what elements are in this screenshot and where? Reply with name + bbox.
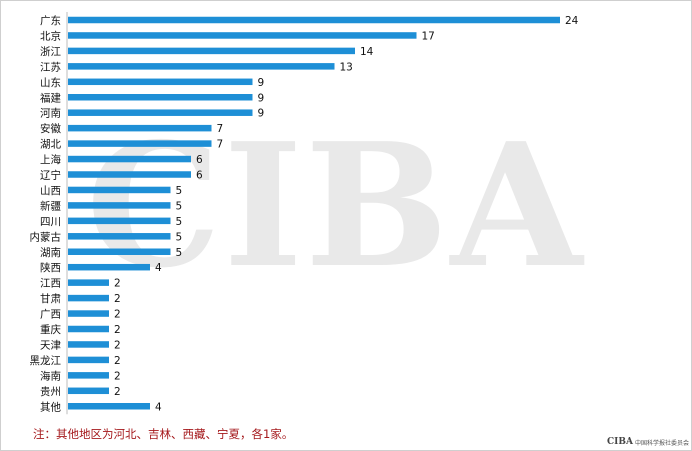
value-label: 2 xyxy=(114,386,121,398)
bar xyxy=(68,233,171,240)
ciba-logo: CIBA 中国科学报社委员会 xyxy=(607,437,689,447)
category-label: 湖北 xyxy=(40,139,61,151)
bar xyxy=(68,372,109,379)
category-label: 贵州 xyxy=(40,385,61,398)
bar xyxy=(68,248,171,255)
category-label: 安徽 xyxy=(40,122,61,135)
value-label: 4 xyxy=(155,401,162,413)
bar xyxy=(68,325,109,333)
bar xyxy=(68,16,560,24)
value-label: 2 xyxy=(114,278,121,290)
category-label: 天津 xyxy=(40,339,61,351)
category-label: 湖南 xyxy=(40,246,61,259)
value-label: 24 xyxy=(565,15,579,27)
value-label: 5 xyxy=(176,185,183,197)
value-label: 6 xyxy=(196,170,203,182)
value-label: 9 xyxy=(258,77,265,89)
category-label: 河南 xyxy=(40,107,61,120)
bar xyxy=(68,263,150,271)
category-label: 内蒙古 xyxy=(30,230,62,243)
bar xyxy=(68,140,212,147)
category-label: 重庆 xyxy=(40,323,61,336)
value-label: 7 xyxy=(217,123,224,135)
bar xyxy=(68,217,171,225)
bar xyxy=(68,387,109,395)
value-label: 2 xyxy=(114,309,121,321)
category-label: 辽宁 xyxy=(40,169,61,182)
bar xyxy=(68,279,109,286)
value-label: 2 xyxy=(114,324,121,336)
category-label: 广东 xyxy=(40,14,61,27)
category-label: 四川 xyxy=(40,216,61,228)
value-label: 2 xyxy=(114,370,121,382)
category-label: 广西 xyxy=(40,309,61,321)
category-label: 陕西 xyxy=(40,261,61,274)
category-label: 江苏 xyxy=(40,60,61,73)
value-label: 6 xyxy=(196,154,203,166)
category-label: 黑龙江 xyxy=(30,354,62,367)
category-label: 甘肃 xyxy=(40,292,61,305)
category-label: 海南 xyxy=(40,369,61,382)
bar xyxy=(68,294,109,302)
value-label: 2 xyxy=(114,355,121,367)
bar xyxy=(68,310,109,317)
category-label: 上海 xyxy=(40,153,61,166)
value-label: 5 xyxy=(176,231,183,243)
value-label: 9 xyxy=(258,92,265,104)
logo-mark: CIBA xyxy=(607,437,633,447)
value-label: 2 xyxy=(114,293,121,305)
bar xyxy=(68,63,335,70)
category-label: 福建 xyxy=(40,91,61,104)
category-label: 其他 xyxy=(40,400,61,413)
bar xyxy=(68,403,150,410)
bar xyxy=(68,109,253,116)
bar xyxy=(68,186,171,194)
value-label: 14 xyxy=(360,46,374,58)
value-label: 5 xyxy=(176,200,183,212)
category-label: 山西 xyxy=(40,185,61,197)
bar xyxy=(68,124,212,132)
category-label: 北京 xyxy=(40,29,61,42)
bar xyxy=(68,47,355,55)
category-label: 新疆 xyxy=(40,199,61,212)
bar xyxy=(68,341,109,348)
value-label: 7 xyxy=(217,139,224,151)
logo-text: 中国科学报社委员会 xyxy=(634,439,689,447)
bar xyxy=(68,78,253,86)
bar xyxy=(68,155,191,163)
category-label: 山东 xyxy=(40,76,61,89)
value-label: 5 xyxy=(176,247,183,259)
bar xyxy=(68,171,191,178)
value-label: 5 xyxy=(176,216,183,228)
footnote: 注：其他地区为河北、吉林、西藏、宁夏，各1家。 xyxy=(33,427,294,441)
category-label: 浙江 xyxy=(40,46,61,58)
value-label: 2 xyxy=(114,339,121,351)
bar xyxy=(68,356,109,364)
category-label: 江西 xyxy=(40,278,61,290)
value-label: 4 xyxy=(155,262,162,274)
value-label: 17 xyxy=(422,30,435,42)
bar xyxy=(68,202,171,209)
value-label: 9 xyxy=(258,108,265,120)
bar xyxy=(68,32,417,39)
value-label: 13 xyxy=(340,61,353,73)
bar xyxy=(68,94,253,101)
